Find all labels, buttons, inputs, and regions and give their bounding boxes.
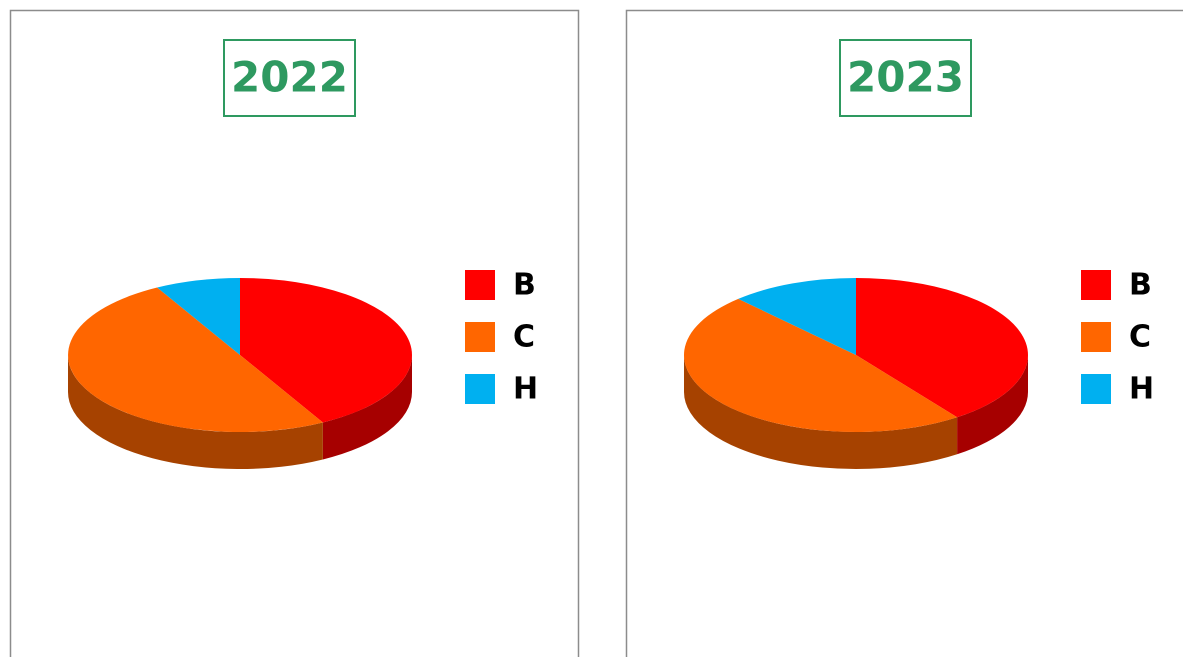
- pie-side: [684, 355, 958, 469]
- pie-sides: [684, 355, 1028, 469]
- legend-label: H: [513, 372, 538, 407]
- chart-frame: [625, 9, 1183, 657]
- pie-tops: [683, 278, 1028, 433]
- pie-side: [322, 355, 412, 460]
- title-box: [223, 39, 356, 117]
- pie-side: [68, 355, 323, 469]
- pie-slice: [240, 278, 412, 423]
- legend-swatch: [1081, 374, 1111, 404]
- pie-slice: [68, 287, 323, 432]
- pie-slice: [157, 278, 240, 355]
- pie-sides: [68, 355, 412, 469]
- legend-label: B: [1129, 268, 1152, 303]
- chart: 2023 BCH: [625, 9, 1183, 657]
- pie-side: [957, 355, 1028, 455]
- legend-swatch: [1081, 270, 1111, 300]
- chart-title: 2022: [231, 53, 348, 102]
- legend-label: C: [1129, 320, 1151, 355]
- legend-swatch: [465, 322, 495, 352]
- chart-frame: [9, 9, 580, 657]
- legend-swatch: [465, 270, 495, 300]
- pie-tops: [68, 278, 412, 432]
- chart: 2022 BCH: [9, 9, 580, 657]
- legend-swatch: [465, 374, 495, 404]
- pie-slice: [856, 278, 1028, 418]
- legend-label: B: [513, 268, 536, 303]
- pie-slice: [683, 298, 958, 433]
- chart-title: 2023: [847, 53, 964, 102]
- legend-label: C: [513, 320, 535, 355]
- legend-label: H: [1129, 372, 1154, 407]
- pie-slice: [738, 278, 856, 355]
- title-box: [839, 39, 972, 117]
- legend-swatch: [1081, 322, 1111, 352]
